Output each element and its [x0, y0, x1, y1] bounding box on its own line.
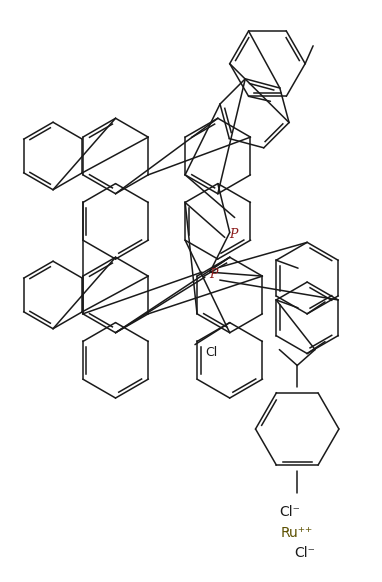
Text: Ru⁺⁺: Ru⁺⁺: [281, 526, 313, 540]
Text: Cl⁻: Cl⁻: [279, 505, 300, 519]
Text: Cl: Cl: [205, 346, 217, 359]
Text: P: P: [210, 268, 218, 281]
Text: P: P: [230, 228, 238, 241]
Text: Cl⁻: Cl⁻: [294, 546, 315, 560]
